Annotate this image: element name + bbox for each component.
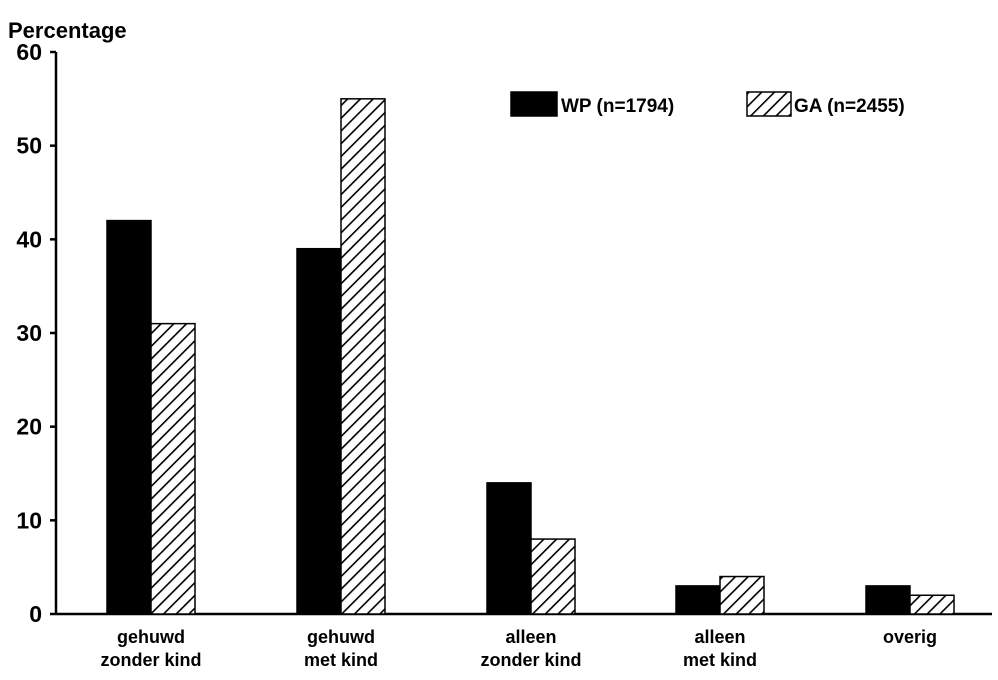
legend-label-wp: WP (n=1794) (561, 96, 674, 117)
bar-wp (486, 482, 532, 615)
x-tick-label: zonder kind (100, 650, 201, 670)
y-tick-label: 50 (16, 133, 42, 159)
bar-wp (865, 585, 911, 615)
y-tick-label: 30 (16, 320, 42, 346)
legend-swatch-wp (510, 91, 558, 117)
bar-ga (719, 575, 765, 615)
legend: WP (n=1794) GA (n=2455) (510, 91, 905, 117)
bar-wp (106, 219, 152, 615)
x-tick-label: overig (883, 627, 937, 647)
x-tick-label: alleen (694, 627, 745, 647)
y-tick-label: 60 (16, 39, 42, 65)
x-tick-label: zonder kind (480, 650, 581, 670)
bar-ga (530, 538, 576, 615)
x-tick-label: alleen (505, 627, 556, 647)
bar-wp (296, 247, 342, 615)
y-tick-label: 40 (16, 226, 42, 252)
y-axis-label: Percentage (8, 18, 127, 43)
bar-ga (150, 322, 196, 615)
y-tick-label: 10 (16, 507, 42, 533)
y-tick-label: 0 (29, 601, 42, 627)
x-tick-label: gehuwd (117, 627, 185, 647)
bars-group (106, 98, 955, 615)
bar-ga (909, 594, 955, 615)
x-tick-label: gehuwd (307, 627, 375, 647)
y-tick-label: 20 (16, 414, 42, 440)
x-tick-label: met kind (683, 650, 757, 670)
bar-ga (340, 98, 386, 615)
x-tick-labels: gehuwd zonder kind gehuwd met kind alleen zon… (100, 627, 937, 670)
x-tick-label: met kind (304, 650, 378, 670)
legend-swatch-ga (746, 91, 792, 117)
bar-wp (675, 585, 721, 615)
legend-label-ga: GA (n=2455) (794, 96, 905, 117)
